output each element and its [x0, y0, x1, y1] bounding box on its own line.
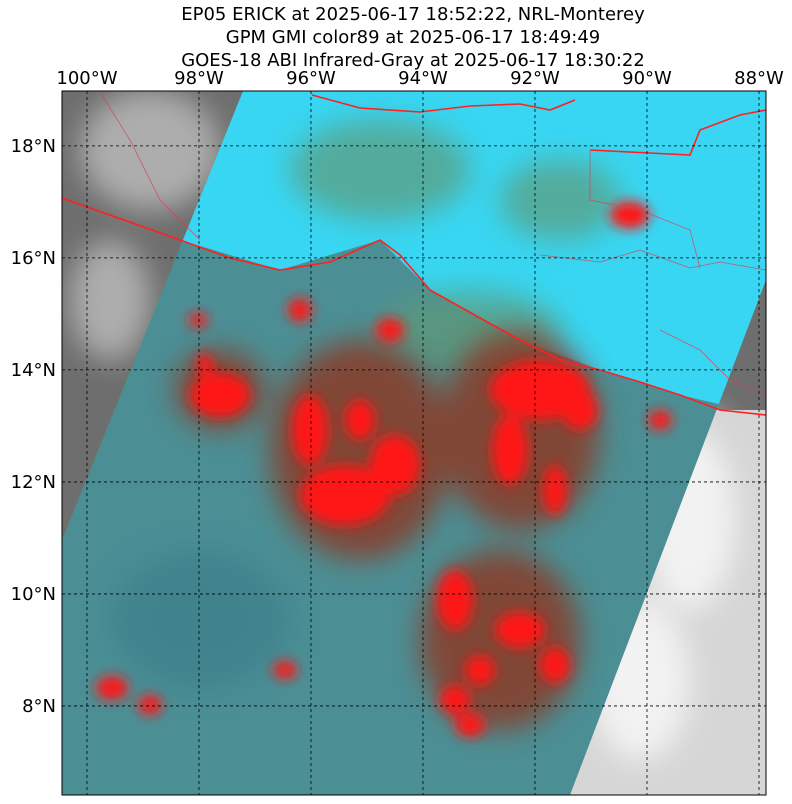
borders: [99, 91, 766, 396]
title-line: GPM GMI color89 at 2025-06-17 18:49:49: [226, 27, 601, 48]
y-tick-label: 8°N: [22, 696, 56, 717]
x-tick-label: 100°W: [56, 68, 117, 89]
imagery: [62, 91, 766, 795]
title-line: GOES-18 ABI Infrared-Gray at 2025-06-17 …: [181, 50, 645, 71]
x-tick-label: 92°W: [510, 68, 560, 89]
x-tick-label: 96°W: [286, 68, 336, 89]
y-tick-label: 12°N: [11, 472, 56, 493]
title-line: EP05 ERICK at 2025-06-17 18:52:22, NRL-M…: [181, 4, 645, 25]
x-tick-label: 94°W: [398, 68, 448, 89]
y-tick-label: 10°N: [11, 584, 56, 605]
x-tick-label: 90°W: [622, 68, 672, 89]
x-tick-label: 88°W: [734, 68, 784, 89]
y-tick-label: 18°N: [11, 136, 56, 157]
x-tick-label: 98°W: [174, 68, 224, 89]
y-tick-label: 14°N: [11, 360, 56, 381]
map-frame: [61, 90, 767, 796]
coastline: [62, 94, 766, 416]
y-tick-label: 16°N: [11, 248, 56, 269]
